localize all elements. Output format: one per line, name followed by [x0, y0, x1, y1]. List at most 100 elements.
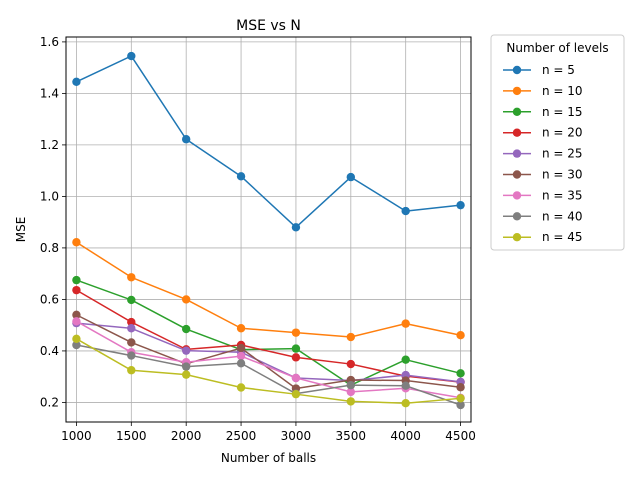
y-tick-label: 1.4: [40, 86, 59, 100]
legend-entry: n = 20: [503, 126, 583, 140]
y-tick-label: 0.2: [40, 395, 59, 409]
data-point: [456, 400, 465, 410]
series-n-15: [72, 275, 465, 390]
data-point: [181, 295, 191, 304]
y-tick-label: 0.8: [40, 241, 59, 255]
legend-entry: n = 45: [503, 230, 583, 244]
data-point: [401, 319, 410, 328]
series-layer: [72, 51, 465, 410]
chart-title: MSE vs N: [236, 18, 301, 34]
legend-entry: n = 15: [503, 105, 583, 119]
legend-title: Number of levels: [506, 41, 608, 55]
data-point: [72, 317, 81, 326]
x-tick-label: 2500: [226, 429, 257, 443]
legend-label: n = 10: [542, 84, 583, 98]
legend-swatch-marker: [512, 233, 522, 242]
data-point: [401, 206, 410, 216]
legend-label: n = 25: [542, 147, 583, 161]
data-point: [181, 346, 191, 355]
legend-swatch-marker: [512, 65, 522, 75]
data-point: [127, 51, 136, 61]
data-point: [236, 359, 246, 368]
data-point: [72, 285, 81, 295]
legend-label: n = 5: [542, 63, 575, 77]
legend-swatch-marker: [512, 212, 522, 221]
data-point: [291, 328, 301, 337]
data-point: [127, 351, 136, 360]
data-point: [181, 324, 191, 334]
data-point: [72, 275, 81, 285]
data-point: [236, 343, 246, 353]
data-point: [181, 370, 191, 379]
series-line: [76, 241, 461, 338]
data-point: [291, 223, 301, 232]
legend-entry: n = 35: [503, 188, 583, 202]
y-axis-label: MSE: [14, 217, 28, 243]
data-point: [401, 381, 410, 390]
legend-entries: n = 5 n = 10 n = 15 n = 20 n = 25 n = 30 n = 3…: [503, 63, 583, 244]
data-point: [456, 394, 465, 403]
legend-label: n = 40: [542, 209, 583, 223]
data-point: [72, 77, 81, 87]
legend-entry: n = 5: [503, 63, 575, 77]
tick-layer: 1000 1500 2000 2500 3000 3500 4000 4500 0.2 0.4 0.…: [40, 35, 476, 443]
x-tick-label: 3000: [281, 429, 312, 443]
data-point: [456, 369, 465, 378]
legend: Number of levels n = 5 n = 10 n = 15 n = 20…: [490, 34, 625, 251]
series-line: [76, 55, 461, 229]
data-point: [72, 334, 81, 344]
legend-label: n = 20: [542, 126, 583, 140]
legend-box: [490, 34, 625, 251]
data-point: [181, 135, 191, 144]
data-point: [72, 340, 81, 350]
y-tick-label: 1.0: [40, 189, 59, 203]
series-line: [76, 314, 461, 390]
data-point: [346, 332, 356, 342]
data-point: [291, 353, 301, 362]
data-point: [236, 324, 246, 333]
data-point: [401, 355, 410, 364]
series-line: [76, 289, 461, 383]
y-tick-label: 0.6: [40, 292, 59, 306]
legend-swatch-marker: [512, 86, 522, 96]
data-point: [346, 397, 356, 406]
data-point: [346, 359, 356, 369]
x-tick-label: 4500: [445, 429, 476, 443]
data-point: [236, 351, 246, 361]
data-point: [346, 172, 356, 182]
series-n-10: [72, 238, 465, 342]
legend-swatch-marker: [512, 149, 522, 158]
legend-label: n = 35: [542, 188, 583, 202]
data-point: [346, 380, 356, 390]
data-point: [291, 344, 301, 353]
legend-entry: n = 40: [503, 209, 583, 223]
x-tick-label: 4000: [390, 429, 421, 443]
legend-label: n = 45: [542, 230, 583, 244]
data-point: [346, 387, 356, 397]
data-point: [127, 324, 136, 333]
data-point: [127, 338, 136, 347]
data-point: [456, 331, 465, 340]
series-line: [76, 344, 461, 406]
series-n-40: [72, 340, 465, 410]
data-point: [456, 383, 465, 392]
series-line: [76, 322, 461, 383]
legend-swatch-marker: [512, 191, 522, 200]
y-tick-label: 1.2: [40, 138, 59, 152]
series-n-5: [72, 51, 465, 232]
data-point: [401, 399, 410, 408]
data-point: [181, 362, 191, 371]
legend-label: n = 15: [542, 105, 583, 119]
x-tick-label: 3500: [336, 429, 367, 443]
plot-frame: [65, 36, 472, 423]
legend-entry: n = 25: [503, 147, 583, 161]
series-line: [76, 338, 461, 404]
x-axis-label: Number of balls: [221, 451, 316, 465]
data-point: [72, 238, 81, 247]
data-point: [236, 172, 246, 181]
data-point: [236, 383, 246, 392]
y-tick-label: 0.4: [40, 344, 59, 358]
x-tick-label: 1000: [61, 429, 92, 443]
legend-label: n = 30: [542, 168, 583, 182]
